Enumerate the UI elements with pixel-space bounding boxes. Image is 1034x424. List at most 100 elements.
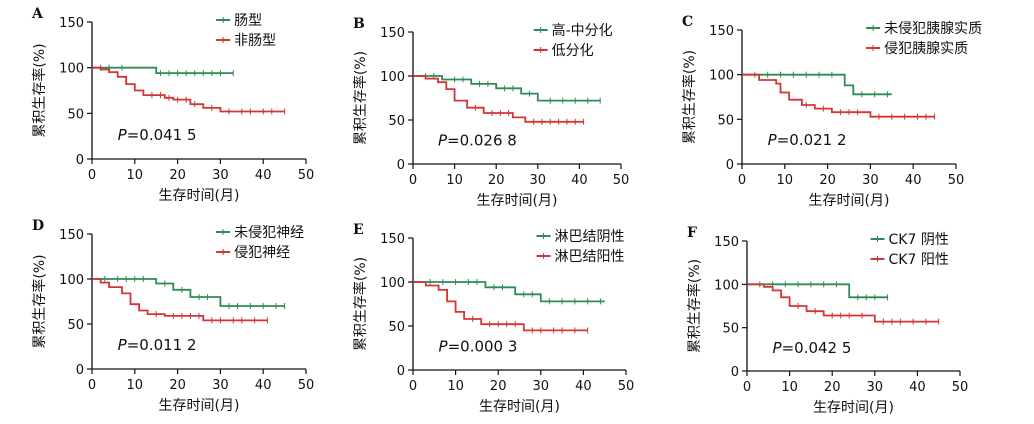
x-tick-label-a-5: 50 [298, 168, 315, 183]
panel-letter-b: B [353, 16, 365, 32]
x-axis-label-f: 生存时间(月) [813, 400, 894, 416]
x-tick-label-a-3: 30 [212, 168, 229, 183]
x-tick-label-b-3: 30 [530, 173, 547, 188]
x-tick-label-d-3: 30 [212, 378, 229, 393]
y-tick-label-c-0: 0 [726, 158, 734, 173]
x-tick-label-b-1: 10 [446, 173, 463, 188]
series-line-d-1 [92, 278, 285, 307]
y-axis-label-f: 累积生存率(%) [686, 259, 703, 353]
p-value-f: P=0.042 5 [773, 339, 852, 357]
y-axis-label-d: 累积生存率(%) [31, 254, 48, 348]
y-axis-label-c: 累积生存率(%) [681, 50, 698, 144]
y-tick-label-a-1: 50 [67, 107, 84, 122]
x-tick-label-d-2: 20 [169, 378, 186, 393]
panel-d: D 0 50 100 150 0 10 20 30 40 50 生存时间(月) 累积生存率(%) 未侵犯神… [31, 218, 314, 414]
x-tick-label-b-0: 0 [409, 173, 417, 188]
x-tick-label-f-2: 20 [824, 380, 841, 395]
legend-label-e-1: 淋巴结阴性 [555, 229, 625, 245]
legend-label-c-2: 侵犯胰腺实质 [884, 40, 968, 57]
y-tick-label-c-1: 50 [717, 113, 734, 128]
legend-label-a-2: 非肠型 [234, 33, 276, 49]
x-tick-label-e-1: 10 [447, 379, 464, 394]
y-tick-label-d-2: 100 [59, 273, 84, 288]
y-tick-label-a-2: 100 [59, 62, 84, 77]
y-tick-label-d-1: 50 [67, 318, 84, 333]
x-tick-label-a-4: 40 [255, 168, 272, 183]
y-tick-label-c-2: 100 [709, 69, 734, 84]
x-tick-label-b-4: 40 [571, 173, 588, 188]
y-tick-label-d-3: 150 [59, 228, 84, 243]
x-tick-label-f-5: 50 [952, 380, 969, 395]
x-axis-label-b: 生存时间(月) [477, 193, 558, 209]
series-line-b-2 [413, 75, 584, 123]
y-tick-label-e-1: 50 [388, 320, 405, 335]
p-value-d: P=0.011 2 [118, 336, 197, 354]
x-tick-label-c-4: 40 [905, 173, 922, 188]
x-tick-label-c-2: 20 [819, 173, 836, 188]
y-tick-label-a-3: 150 [59, 16, 84, 31]
x-tick-label-c-0: 0 [738, 173, 746, 188]
y-tick-label-b-1: 50 [388, 114, 405, 129]
legend-label-a-1: 肠型 [234, 13, 262, 29]
x-axis-label-d: 生存时间(月) [159, 398, 240, 414]
x-tick-label-f-0: 0 [743, 380, 751, 395]
x-tick-label-c-3: 30 [862, 173, 879, 188]
y-tick-label-b-3: 150 [380, 26, 405, 41]
panel-letter-d: D [32, 218, 44, 234]
panel-letter-f: F [687, 225, 697, 241]
x-tick-label-e-5: 50 [618, 379, 635, 394]
series-line-c-1 [742, 73, 892, 96]
panel-c: C 0 50 100 150 0 10 20 30 40 50 生存时间(月) 累积生存率(%) 未侵犯胰… [681, 14, 982, 209]
legend-label-f-2: CK7 阳性 [889, 252, 949, 268]
y-axis-label-e: 累积生存率(%) [352, 257, 369, 351]
legend-label-d-1: 未侵犯神经 [234, 224, 304, 241]
y-tick-label-f-1: 50 [722, 322, 739, 337]
panel-letter-a: A [31, 6, 44, 22]
series-line-e-1 [413, 281, 605, 303]
legend-label-d-2: 侵犯神经 [234, 244, 290, 261]
series-line-e-2 [413, 281, 588, 332]
x-tick-label-b-5: 50 [613, 173, 630, 188]
x-tick-label-a-2: 20 [169, 168, 186, 183]
x-tick-label-f-3: 30 [867, 380, 884, 395]
x-tick-label-c-5: 50 [948, 173, 965, 188]
panel-e: E 0 50 100 150 0 10 20 30 40 50 生存时间(月) 累积生存率(%) 淋巴结阴… [352, 222, 634, 415]
y-tick-label-e-0: 0 [397, 364, 405, 379]
series-line-d-2 [92, 278, 268, 322]
y-tick-label-e-2: 100 [380, 276, 405, 291]
y-tick-label-f-2: 100 [714, 278, 739, 293]
p-value-e: P=0.000 3 [439, 338, 518, 356]
y-tick-label-f-0: 0 [731, 365, 739, 380]
x-tick-label-d-1: 10 [127, 378, 144, 393]
series-line-b-1 [413, 75, 601, 102]
y-tick-label-a-0: 0 [76, 153, 84, 168]
y-tick-label-e-3: 150 [380, 232, 405, 247]
x-tick-label-e-2: 20 [490, 379, 507, 394]
legend-label-b-2: 低分化 [552, 43, 594, 59]
x-tick-label-d-4: 40 [255, 378, 272, 393]
y-tick-label-b-0: 0 [397, 158, 405, 173]
series-line-c-2 [742, 73, 935, 118]
panel-f: F 0 50 100 150 0 10 20 30 40 50 生存时间(月) 累积生存率(%) CK7 … [686, 225, 968, 416]
legend-label-b-1: 高-中分化 [552, 22, 613, 39]
x-tick-label-d-5: 50 [298, 378, 315, 393]
p-value-c: P=0.021 2 [768, 131, 847, 149]
panel-a: A 0 50 100 150 0 10 20 30 40 50 生存时间(月) 累积生存率(%) 肠型非肠… [31, 6, 314, 204]
y-tick-label-b-2: 100 [380, 70, 405, 85]
x-tick-label-a-1: 10 [127, 168, 144, 183]
series-line-f-2 [747, 283, 939, 323]
x-axis-label-c: 生存时间(月) [809, 193, 890, 209]
p-value-a: P=0.041 5 [118, 126, 197, 144]
legend-label-e-2: 淋巴结阳性 [555, 249, 625, 265]
x-tick-label-f-1: 10 [781, 380, 798, 395]
y-tick-label-f-3: 150 [714, 235, 739, 250]
x-axis-label-a: 生存时间(月) [159, 188, 240, 204]
y-tick-label-d-0: 0 [76, 363, 84, 378]
x-tick-label-f-4: 40 [909, 380, 926, 395]
panel-letter-c: C [682, 14, 693, 30]
x-tick-label-e-4: 40 [575, 379, 592, 394]
x-tick-label-e-0: 0 [409, 379, 417, 394]
y-axis-label-a: 累积生存率(%) [31, 43, 48, 137]
series-line-a-2 [92, 66, 285, 113]
